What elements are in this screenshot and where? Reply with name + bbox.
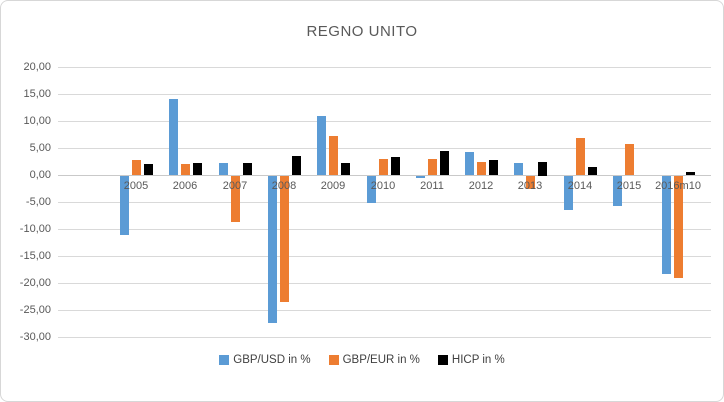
bar-gbp-usd-2006 — [169, 99, 178, 175]
bar-gbp-eur-2013 — [526, 176, 535, 189]
bar-gbp-eur-2006 — [181, 164, 190, 175]
y-axis-tick-label: -10,00 — [19, 223, 51, 235]
legend-swatch — [219, 355, 230, 365]
x-axis-label-2005: 2005 — [123, 180, 149, 192]
y-axis-tick-label: -15,00 — [19, 250, 51, 262]
bar-gbp-eur-2005 — [132, 160, 141, 175]
bar-gbp-usd-2016m10 — [662, 176, 671, 274]
y-axis-tick-label: 20,00 — [23, 61, 51, 73]
legend-label: HICP in % — [451, 354, 505, 366]
bar-hicp-2010 — [391, 157, 400, 175]
x-axis-label-2013: 2013 — [517, 180, 543, 192]
bar-gbp-usd-2009 — [317, 116, 326, 175]
bar-gbp-eur-2009 — [329, 136, 338, 175]
bar-hicp-2009 — [341, 163, 350, 175]
bar-gbp-usd-2010 — [367, 176, 376, 203]
bar-gbp-eur-2016m10 — [674, 176, 683, 278]
gridline — [58, 202, 711, 203]
chart-title: REGNO UNITO — [306, 23, 418, 40]
legend-item: GBP/EUR in % — [328, 354, 420, 366]
bar-gbp-eur-2010 — [379, 159, 388, 175]
legend-label: GBP/EUR in % — [342, 354, 420, 366]
bar-gbp-eur-2011 — [428, 159, 437, 175]
x-axis-label-2006: 2006 — [172, 180, 198, 192]
gridline — [58, 229, 711, 230]
bar-gbp-usd-2015 — [613, 176, 622, 206]
gridline — [58, 283, 711, 284]
bar-gbp-eur-2012 — [477, 162, 486, 175]
gridline — [58, 94, 711, 95]
gridline — [58, 256, 711, 257]
bar-hicp-2012 — [489, 160, 498, 175]
y-axis-tick-label: 0,00 — [29, 169, 51, 181]
bar-gbp-eur-2014 — [576, 138, 585, 175]
x-axis-label-2010: 2010 — [370, 180, 396, 192]
x-axis-label-2009: 2009 — [320, 180, 346, 192]
x-axis-label-2012: 2012 — [468, 180, 494, 192]
legend-swatch — [437, 355, 448, 365]
y-axis-tick-label: 10,00 — [23, 115, 51, 127]
x-axis-line — [58, 175, 711, 176]
y-axis-tick-label: -20,00 — [19, 277, 51, 289]
bar-gbp-usd-2014 — [564, 176, 573, 210]
legend-label: GBP/USD in % — [233, 354, 311, 366]
bar-hicp-2016m10 — [686, 172, 695, 175]
y-axis-tick-label: 5,00 — [29, 142, 51, 154]
y-axis-tick-label: -25,00 — [19, 304, 51, 316]
bar-gbp-eur-2008 — [280, 176, 289, 302]
x-axis-label-2007: 2007 — [222, 180, 248, 192]
bar-gbp-usd-2005 — [120, 176, 129, 235]
legend-item: GBP/USD in % — [219, 354, 311, 366]
bar-gbp-usd-2012 — [465, 152, 474, 175]
bar-hicp-2007 — [243, 163, 252, 175]
bar-gbp-usd-2013 — [514, 163, 523, 175]
x-axis-label-2011: 2011 — [420, 180, 444, 192]
bar-gbp-usd-2007 — [219, 163, 228, 175]
x-axis-label-2014: 2014 — [567, 180, 593, 192]
bar-gbp-usd-2008 — [268, 176, 277, 323]
bar-gbp-usd-2011 — [416, 176, 425, 178]
gridline — [58, 121, 711, 122]
y-axis-tick-label: -5,00 — [25, 196, 51, 208]
legend: GBP/USD in % GBP/EUR in % HICP in % — [1, 354, 723, 366]
gridline — [58, 310, 711, 311]
x-axis-label-2008: 2008 — [271, 180, 297, 192]
bar-hicp-2005 — [144, 164, 153, 175]
y-axis-tick-label: -30,00 — [19, 331, 51, 343]
gridline — [58, 337, 711, 338]
gridline — [58, 148, 711, 149]
bar-hicp-2011 — [440, 151, 449, 175]
bar-hicp-2006 — [193, 163, 202, 175]
bar-hicp-2013 — [538, 162, 547, 176]
legend-item: HICP in % — [437, 354, 505, 366]
x-axis-label-2016m10: 2016m10 — [655, 180, 701, 192]
bar-gbp-eur-2007 — [231, 176, 240, 222]
bar-hicp-2008 — [292, 156, 301, 175]
bar-hicp-2014 — [588, 167, 597, 175]
legend-swatch — [328, 355, 339, 365]
gridline — [58, 67, 711, 68]
x-axis-label-2015: 2015 — [616, 180, 642, 192]
bar-gbp-eur-2015 — [625, 144, 634, 175]
y-axis-tick-label: 15,00 — [23, 88, 51, 100]
